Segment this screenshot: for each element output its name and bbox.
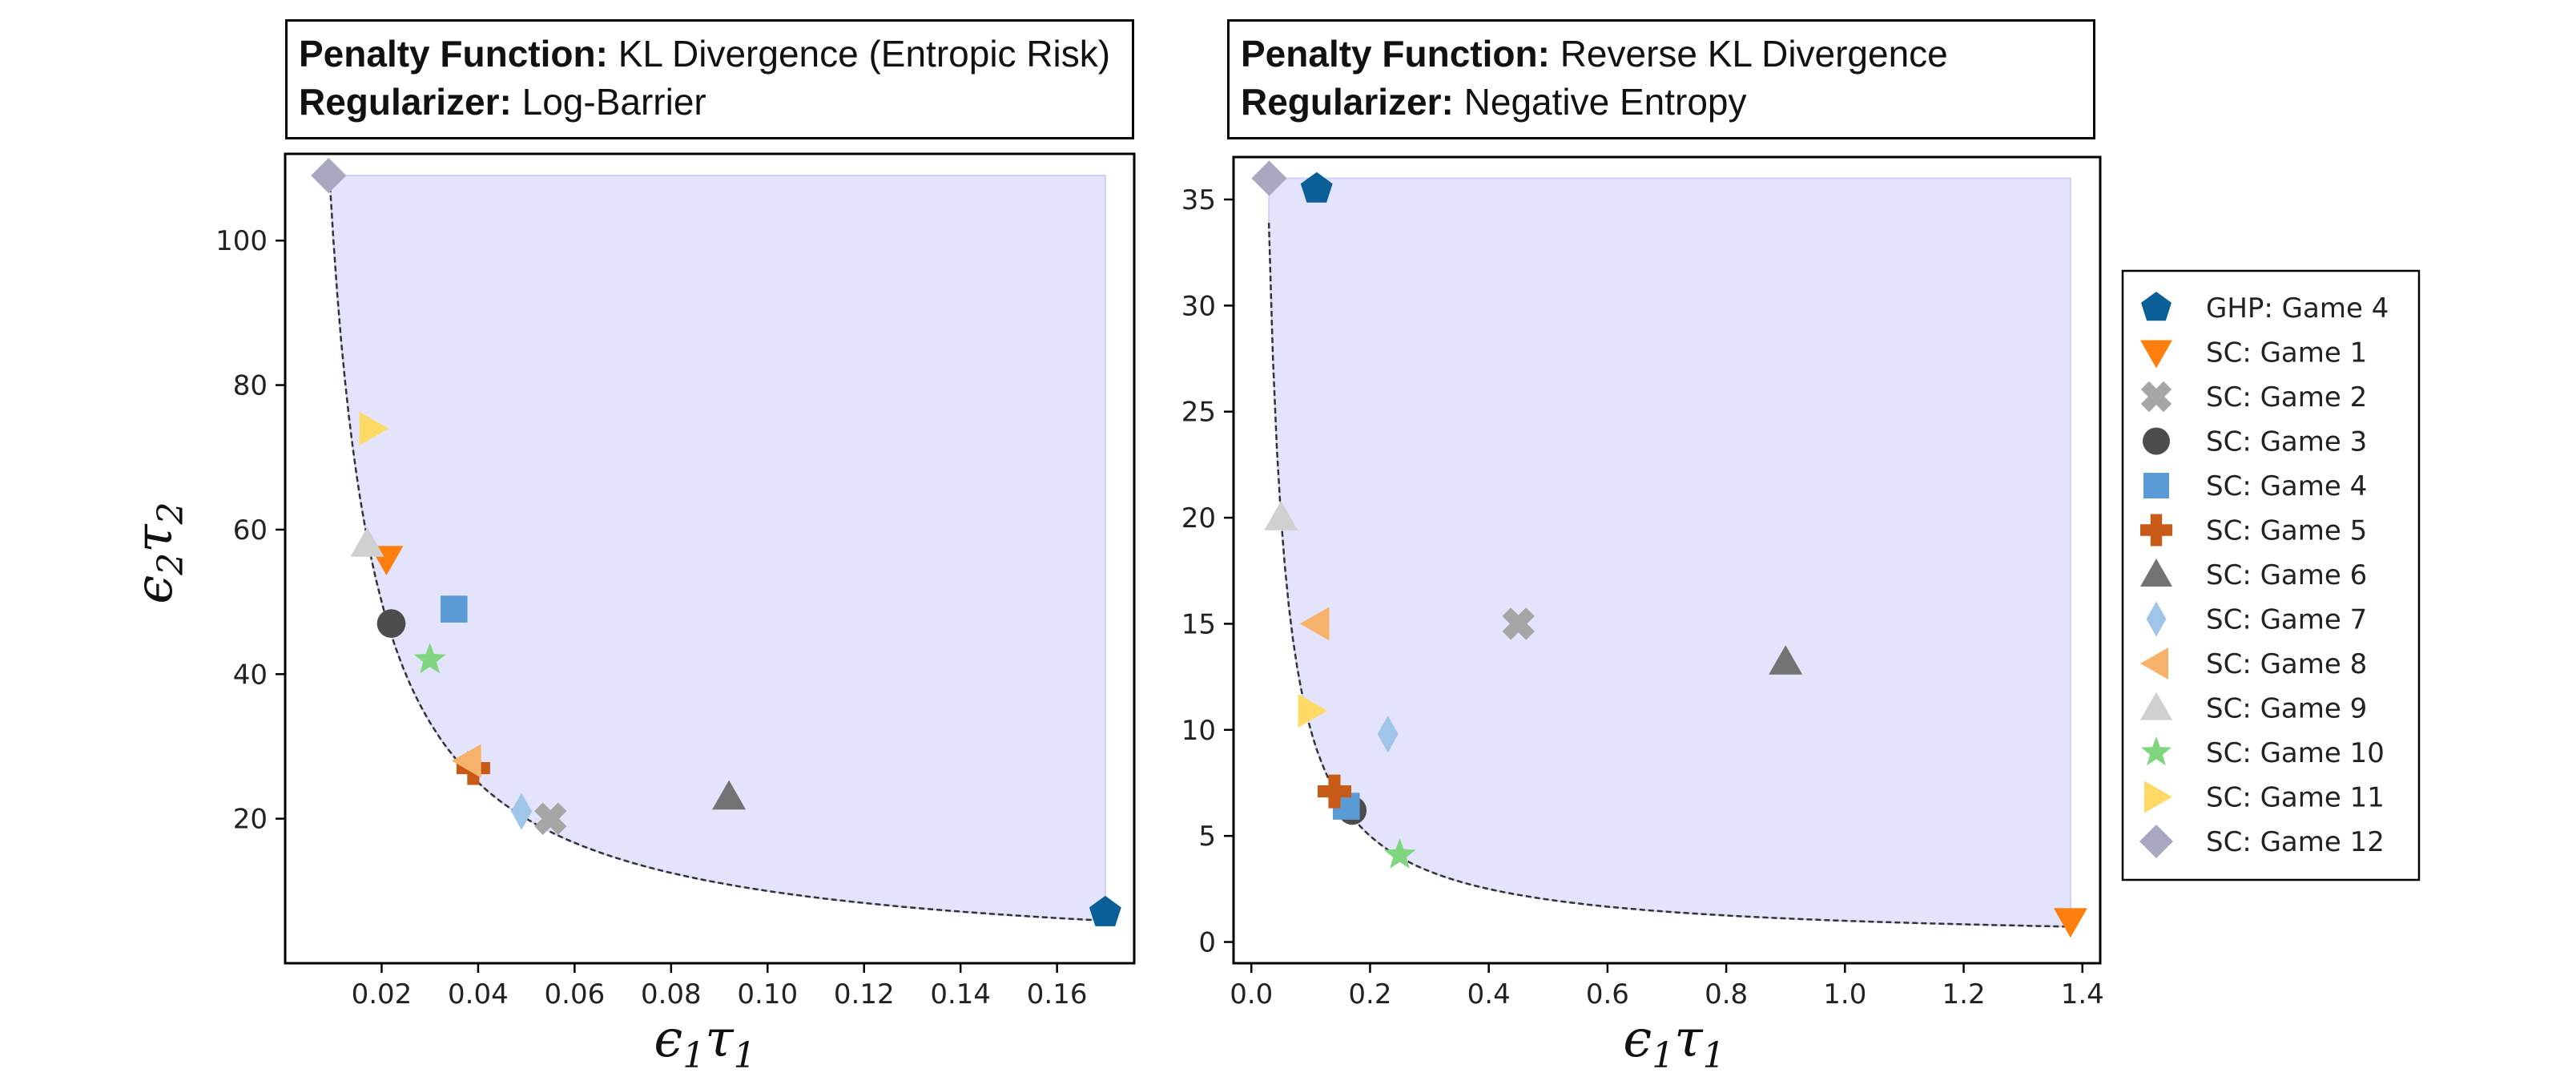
point-sc-game-3	[376, 609, 406, 639]
legend-entry-label: SC: Game 11	[2206, 782, 2385, 814]
point-sc-game-5	[1317, 774, 1351, 809]
point-sc-game-10	[1383, 838, 1416, 869]
point-sc-game-1	[2053, 908, 2087, 938]
legend-marker-sc-game-10	[2141, 736, 2171, 766]
legend-marker-sc-game-12	[2139, 825, 2173, 858]
y-tick-label: 100	[215, 225, 268, 257]
y-tick-label: 35	[1181, 184, 1216, 216]
x-tick-label: 0.06	[545, 978, 606, 1010]
legend-entry-label: SC: Game 4	[2206, 470, 2367, 502]
legend-marker-sc-game-1	[2140, 340, 2172, 369]
x-tick-label: 1.4	[2061, 978, 2104, 1010]
y-tick-label: 60	[233, 514, 268, 547]
point-sc-game-11	[1298, 694, 1328, 728]
y-axis-label: ϵ2τ2	[125, 502, 191, 603]
y-tick-label: 20	[233, 804, 268, 836]
legend-entry-label: SC: Game 7	[2206, 604, 2367, 636]
y-tick-label: 40	[233, 659, 268, 691]
legend-marker-sc-game-7	[2146, 601, 2167, 637]
panel-2-penalty-value: Reverse KL Divergence	[1560, 33, 1948, 75]
panel-1-regularizer-label: Regularizer:	[299, 81, 512, 123]
point-sc-game-12	[1251, 160, 1287, 196]
point-sc-game-11	[359, 411, 389, 446]
point-sc-game-10	[413, 643, 446, 674]
point-ghp-game-4	[1300, 171, 1333, 203]
legend-entry-label: SC: Game 10	[2206, 737, 2385, 769]
legend-entry-label: SC: Game 2	[2206, 381, 2367, 413]
legend-marker-sc-game-8	[2140, 647, 2168, 680]
legend-marker-sc-game-2	[2140, 381, 2172, 413]
y-tick-label: 25	[1181, 397, 1216, 429]
x-tick-label: 1.2	[1942, 978, 1986, 1010]
y-tick-label: 15	[1181, 608, 1216, 640]
panel-2-plot: 0.0 0.2 0.4 0.6 0.8 1.0 1.2 1.4 0 5 10 15 20 25 30 35	[1181, 155, 2104, 1010]
y-tick-label: 5	[1198, 821, 1216, 853]
panel-2-regularizer-label: Regularizer:	[1241, 81, 1454, 123]
panel-1-x-axis-label: ϵ1τ1	[654, 1010, 755, 1076]
point-sc-game-2	[1502, 607, 1535, 640]
x-tick-label: 0.04	[448, 978, 509, 1010]
point-sc-game-12	[311, 158, 347, 194]
panel-2-title-box: Penalty Function: Reverse KL Divergence …	[1227, 19, 2095, 139]
x-tick-label: 0.02	[352, 978, 413, 1010]
point-sc-game-7	[511, 793, 533, 830]
x-tick-label: 0.08	[641, 978, 702, 1010]
point-sc-game-6	[1769, 645, 1803, 675]
x-tick-label: 0.14	[930, 978, 991, 1010]
legend: GHP: Game 4 SC: Game 1 SC: Game 2 SC: Game …	[2121, 269, 2421, 881]
legend-entry-label: SC: Game 6	[2206, 559, 2367, 591]
point-sc-game-2	[534, 802, 567, 835]
legend-entry-label: SC: Game 9	[2206, 693, 2367, 725]
x-tick-label: 0.8	[1705, 978, 1748, 1010]
panel-1-regularizer-value: Log-Barrier	[521, 81, 706, 123]
y-tick-label: 20	[1181, 502, 1216, 534]
x-tick-label: 0.10	[737, 978, 798, 1010]
x-tick-label: 0.0	[1230, 978, 1273, 1010]
legend-marker-sc-game-6	[2140, 559, 2172, 587]
legend-marker-ghp-game-4	[2141, 292, 2171, 321]
x-tick-label: 0.6	[1586, 978, 1629, 1010]
point-ghp-game-4	[1089, 895, 1121, 926]
x-tick-label: 0.4	[1467, 978, 1511, 1010]
x-tick-label: 0.2	[1348, 978, 1391, 1010]
legend-box	[2121, 269, 2421, 881]
legend-entry-label: SC: Game 1	[2206, 337, 2367, 369]
panel-2-penalty-label: Penalty Function:	[1241, 33, 1550, 75]
x-tick-label: 0.16	[1027, 978, 1088, 1010]
legend-marker-sc-game-9	[2140, 692, 2172, 720]
point-sc-game-7	[1377, 716, 1399, 753]
legend-entry-label: SC: Game 8	[2206, 648, 2367, 680]
panel-1-title-box: Penalty Function: KL Divergence (Entropi…	[285, 19, 1134, 139]
panel-1-penalty-value: KL Divergence (Entropic Risk)	[618, 33, 1111, 75]
y-tick-label: 30	[1181, 290, 1216, 322]
y-tick-label: 80	[233, 370, 268, 402]
x-tick-label: 0.12	[834, 978, 895, 1010]
point-sc-game-8	[451, 744, 481, 778]
point-sc-game-4	[440, 595, 468, 623]
panel-2-x-axis-label: ϵ1τ1	[1623, 1010, 1725, 1076]
y-tick-label: 10	[1181, 715, 1216, 747]
legend-marker-sc-game-3	[2143, 427, 2170, 455]
panel-1-penalty-label: Penalty Function:	[299, 33, 608, 75]
panel-1-plot: 0.02 0.04 0.06 0.08 0.10 0.12 0.14 0.16 20 40 60 80…	[215, 152, 1136, 1010]
x-tick-label: 1.0	[1823, 978, 1866, 1010]
panel-2-regularizer-value: Negative Entropy	[1463, 81, 1747, 123]
legend-entry-label: SC: Game 3	[2206, 426, 2367, 458]
point-sc-game-8	[1299, 607, 1330, 641]
point-sc-game-6	[712, 780, 747, 810]
legend-entry-label: SC: Game 12	[2206, 826, 2385, 858]
legend-marker-sc-game-4	[2143, 473, 2169, 498]
point-sc-game-9	[350, 527, 384, 557]
legend-entry-label: GHP: Game 4	[2206, 292, 2389, 325]
legend-marker-sc-game-5	[2140, 514, 2172, 547]
legend-marker-sc-game-11	[2144, 781, 2172, 813]
legend-entry-label: SC: Game 5	[2206, 515, 2367, 547]
y-tick-label: 0	[1198, 927, 1216, 959]
frontier-curve	[328, 177, 1105, 922]
point-sc-game-9	[1264, 501, 1298, 530]
feasible-region	[1268, 177, 2071, 929]
